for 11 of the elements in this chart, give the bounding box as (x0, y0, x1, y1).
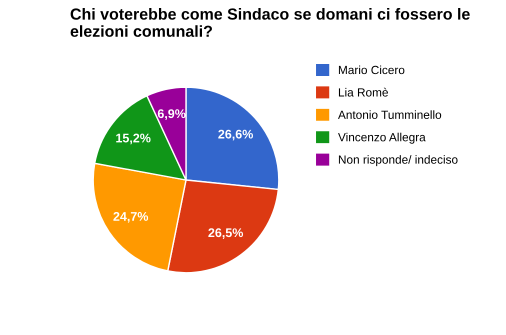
legend-label: Non risponde/ indeciso (338, 155, 458, 166)
legend-label: Mario Cicero (338, 65, 404, 74)
data-label: 24,7% (113, 212, 148, 223)
data-label: 15,2% (116, 134, 151, 144)
legend-label: Antonio Tumminello (338, 110, 442, 119)
legend-label: Vincenzo Allegra (338, 132, 426, 144)
data-label: 26,6% (218, 130, 253, 140)
legend-label: Lia Romè (338, 88, 388, 97)
chart-title: Chi voterebbe come Sindaco se domani ci fossero le elezioni comunali? (70, 8, 470, 37)
data-label: 6,9% (158, 109, 186, 120)
data-label: 26,5% (208, 228, 244, 239)
